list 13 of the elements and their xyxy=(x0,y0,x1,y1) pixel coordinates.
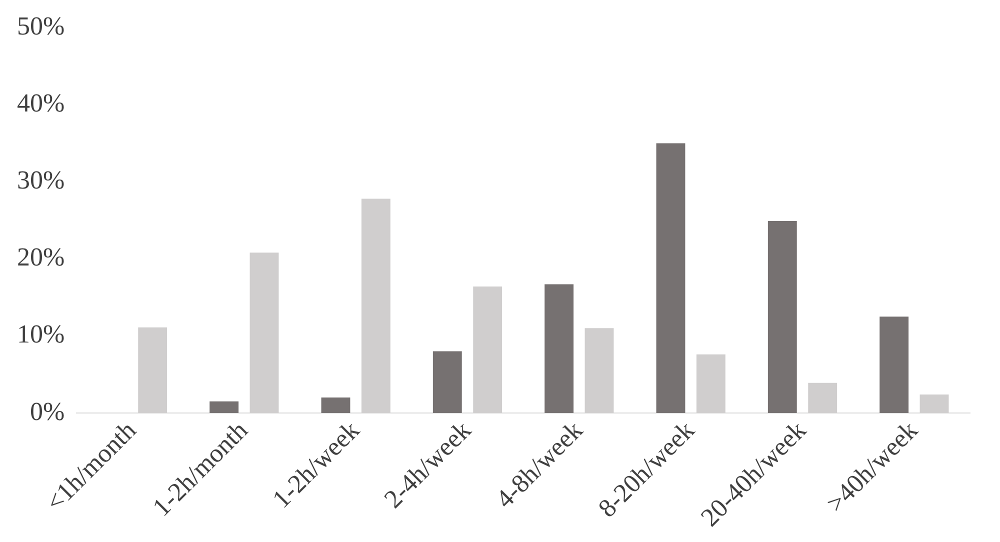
y-tick-label: 10% xyxy=(16,320,65,349)
bar xyxy=(321,398,350,413)
y-tick-label: 30% xyxy=(16,166,65,195)
y-tick-label: 40% xyxy=(16,88,65,118)
bar xyxy=(432,351,462,413)
bar xyxy=(210,401,239,413)
bar xyxy=(768,221,797,413)
y-tick-label: 20% xyxy=(16,242,65,272)
bar xyxy=(656,143,686,413)
bar xyxy=(880,316,909,413)
y-tick-label: 0% xyxy=(30,396,65,426)
bar xyxy=(544,284,574,413)
y-tick-label: 50% xyxy=(16,11,65,40)
